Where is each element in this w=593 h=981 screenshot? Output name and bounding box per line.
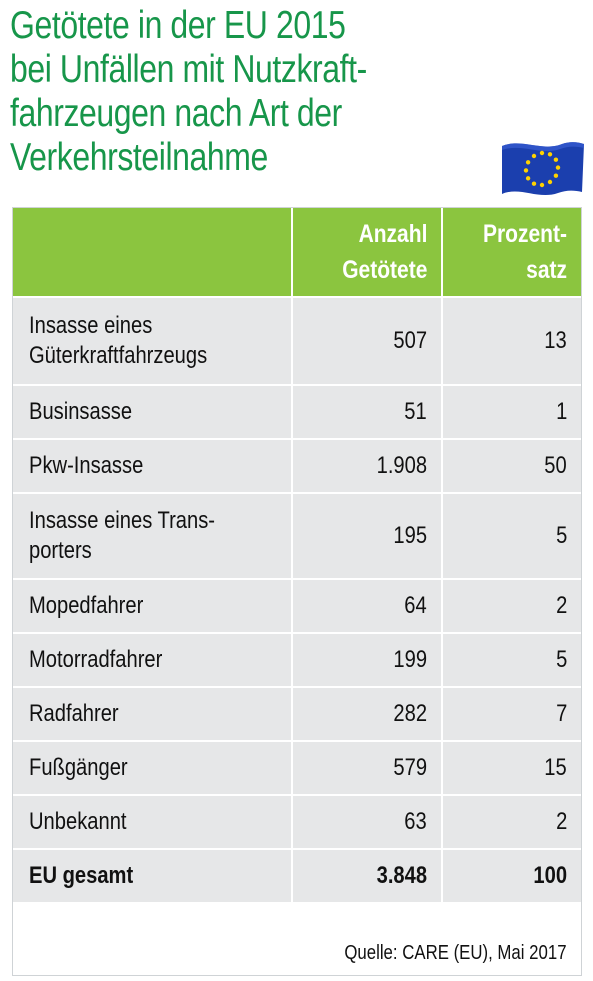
flag-star — [553, 173, 559, 178]
data-table: Anzahl Getötete Prozent- satz Insasse ei… — [12, 207, 582, 976]
row-count: 579 — [293, 742, 443, 794]
flag-star — [525, 176, 531, 181]
table-row: Pkw-Insasse 1.908 50 — [13, 440, 581, 492]
row-count: 1.908 — [293, 440, 443, 492]
header-count-line1: Anzahl — [358, 220, 427, 248]
table-row: Fußgänger 579 15 — [13, 742, 581, 794]
row-label-line1: Insasse eines Trans- — [29, 507, 216, 534]
table-row: Businsasse 51 1 — [13, 386, 581, 438]
header-cell-count: Anzahl Getötete — [293, 208, 443, 296]
row-label-line1: Insasse eines — [29, 312, 153, 339]
row-percent: 5 — [555, 646, 567, 673]
total-count: 3.848 — [293, 850, 443, 902]
flag-star — [531, 153, 537, 159]
table-row: Radfahrer 282 7 — [13, 688, 581, 740]
row-percent: 2 — [555, 808, 567, 835]
row-count: 282 — [293, 688, 443, 740]
row-count: 63 — [293, 796, 443, 848]
row-count: 64 — [293, 580, 443, 632]
total-label: EU gesamt — [13, 850, 293, 902]
row-label: Motorradfahrer — [13, 634, 293, 686]
table-row: Insasse eines Güterkraftfahrzeugs 507 13 — [13, 298, 581, 384]
row-label-line1: Unbekannt — [29, 808, 127, 835]
flag-star — [539, 150, 545, 156]
header-percent-line1: Prozent- — [483, 220, 567, 248]
row-label-line1: Motorradfahrer — [29, 646, 163, 673]
header-percent-line2: satz — [526, 256, 567, 284]
title-line-2: bei Unfällen mit Nutzkraft- — [10, 48, 367, 91]
row-percent: 5 — [555, 522, 567, 549]
row-count: 199 — [293, 634, 443, 686]
header-count-line2: Getötete — [341, 256, 427, 284]
row-percent: 13 — [544, 327, 567, 354]
page-title: Getötete in der EU 2015 bei Unfällen mit… — [10, 4, 535, 180]
flag-star — [553, 157, 559, 162]
flag-star — [547, 179, 553, 185]
row-label: Businsasse — [13, 386, 293, 438]
row-label: Insasse eines Trans-porters — [13, 494, 293, 578]
header-cell-percent: Prozent- satz — [443, 208, 581, 296]
table-row: Unbekannt 63 2 — [13, 796, 581, 848]
header-cell-label — [13, 208, 293, 296]
flag-star — [539, 182, 545, 188]
title-line-3: fahrzeugen nach Art der — [10, 92, 342, 135]
row-label: Mopedfahrer — [13, 580, 293, 632]
row-label: Radfahrer — [13, 688, 293, 740]
source-note: Quelle: CARE (EU), Mai 2017 — [344, 942, 567, 964]
flag-star — [555, 165, 561, 170]
row-count: 195 — [293, 494, 443, 578]
table-total-row: EU gesamt 3.848 100 — [13, 850, 581, 902]
row-count: 51 — [293, 386, 443, 438]
row-label-line2: Güterkraftfahrzeugs — [29, 342, 208, 369]
total-percent: 100 — [533, 862, 567, 889]
row-label-line1: Mopedfahrer — [29, 592, 144, 619]
row-label-line2: porters — [29, 537, 92, 564]
row-label-line1: Pkw-Insasse — [29, 452, 144, 479]
row-percent: 1 — [555, 398, 567, 425]
flag-star — [525, 160, 531, 165]
row-label: Pkw-Insasse — [13, 440, 293, 492]
row-count: 507 — [293, 298, 443, 384]
row-label-line1: Businsasse — [29, 398, 133, 425]
row-percent: 7 — [555, 700, 567, 727]
table-row: Insasse eines Trans-porters 195 5 — [13, 494, 581, 578]
row-percent: 2 — [555, 592, 567, 619]
eu-flag-icon — [502, 142, 584, 196]
flag-star — [531, 181, 537, 186]
title-line-4: Verkehrsteilnahme — [10, 136, 268, 179]
row-label-line1: Fußgänger — [29, 754, 128, 781]
row-label: Fußgänger — [13, 742, 293, 794]
row-label: Insasse eines Güterkraftfahrzeugs — [13, 298, 293, 384]
table-header-row: Anzahl Getötete Prozent- satz — [13, 208, 581, 296]
flag-star — [547, 152, 553, 157]
row-label: Unbekannt — [13, 796, 293, 848]
table-row: Mopedfahrer 64 2 — [13, 580, 581, 632]
flag-star — [523, 168, 529, 173]
title-line-1: Getötete in der EU 2015 — [10, 4, 346, 47]
table-row: Motorradfahrer 199 5 — [13, 634, 581, 686]
row-percent: 15 — [544, 754, 567, 781]
row-percent: 50 — [544, 452, 567, 479]
row-label-line1: Radfahrer — [29, 700, 119, 727]
